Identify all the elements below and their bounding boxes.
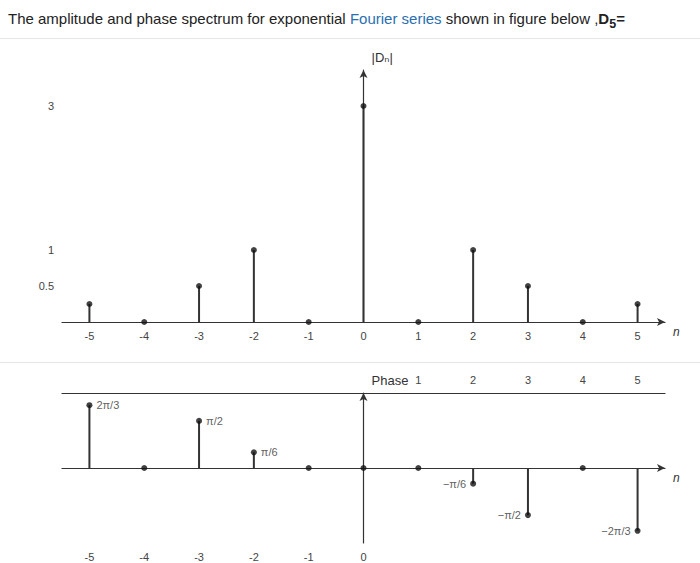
- svg-text:-4: -4: [139, 330, 149, 342]
- svg-text:-5: -5: [85, 551, 95, 563]
- svg-text:π/6: π/6: [261, 446, 278, 458]
- svg-text:2: 2: [470, 330, 476, 342]
- svg-text:0.5: 0.5: [39, 280, 54, 292]
- svg-text:Phase: Phase: [372, 373, 409, 388]
- svg-text:-2: -2: [249, 330, 259, 342]
- svg-text:4: 4: [580, 330, 586, 342]
- svg-text:−π/6: −π/6: [443, 478, 466, 490]
- svg-text:2π/3: 2π/3: [96, 399, 119, 411]
- svg-text:-5: -5: [85, 330, 95, 342]
- svg-text:3: 3: [525, 330, 531, 342]
- svg-text:−π/2: −π/2: [498, 509, 521, 521]
- svg-text:1: 1: [415, 374, 421, 386]
- svg-text:0: 0: [360, 551, 366, 563]
- svg-text:-1: -1: [304, 551, 314, 563]
- svg-text:n: n: [673, 325, 680, 339]
- svg-text:5: 5: [635, 330, 641, 342]
- svg-text:-3: -3: [194, 330, 204, 342]
- svg-text:π/2: π/2: [206, 415, 223, 427]
- svg-text:-1: -1: [304, 330, 314, 342]
- svg-text:n: n: [673, 471, 680, 485]
- svg-text:4: 4: [580, 374, 586, 386]
- svg-text:5: 5: [635, 374, 641, 386]
- svg-text:−2π/3: −2π/3: [601, 525, 630, 537]
- svg-text:-4: -4: [139, 551, 149, 563]
- svg-text:1: 1: [415, 330, 421, 342]
- svg-text:2: 2: [470, 374, 476, 386]
- svg-text:3: 3: [525, 374, 531, 386]
- svg-text:-2: -2: [249, 551, 259, 563]
- svg-text:1: 1: [48, 244, 54, 256]
- svg-text:3: 3: [48, 100, 54, 112]
- svg-text:0: 0: [360, 330, 366, 342]
- html-text:The amplitude and phase spectr: The amplitude and phase spectrum for exp…: [8, 10, 625, 31]
- svg-text:-3: -3: [194, 551, 204, 563]
- svg-text:|Dₙ|: |Dₙ|: [372, 50, 393, 65]
